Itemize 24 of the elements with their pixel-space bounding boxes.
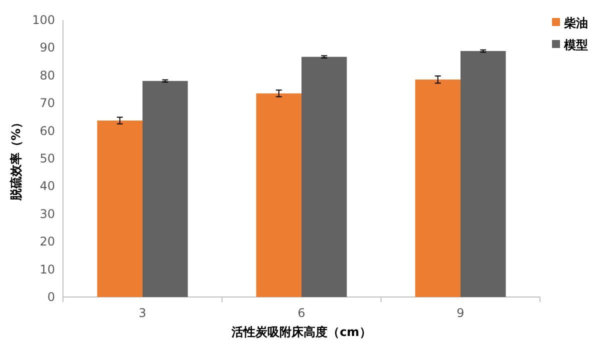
- bar: [97, 120, 142, 297]
- bar: [460, 51, 506, 297]
- bar: [142, 80, 188, 297]
- y-tick-label: 70: [40, 96, 55, 110]
- y-tick-label: 100: [32, 13, 55, 27]
- y-tick-label: 20: [40, 234, 55, 249]
- x-tick-label: 6: [298, 306, 306, 320]
- legend-label: 模型: [563, 38, 588, 52]
- y-tick-label: 90: [40, 40, 55, 55]
- bar: [256, 93, 302, 297]
- y-tick-label: 80: [40, 68, 55, 82]
- x-tick-label: 3: [138, 306, 146, 320]
- y-axis-title: 脱硫效率（%）: [9, 116, 23, 202]
- bar: [302, 56, 347, 297]
- y-tick-label: 0: [47, 290, 55, 304]
- y-tick-label: 30: [40, 206, 55, 221]
- x-axis-title: 活性炭吸附床高度（cm）: [230, 325, 372, 339]
- y-tick-label: 10: [40, 262, 55, 276]
- y-tick-label: 50: [40, 152, 55, 166]
- bar: [415, 80, 460, 297]
- y-tick-label: 60: [40, 124, 55, 138]
- y-tick-label: 40: [40, 179, 55, 194]
- legend-label: 柴油: [563, 16, 588, 30]
- x-tick-label: 9: [456, 306, 464, 320]
